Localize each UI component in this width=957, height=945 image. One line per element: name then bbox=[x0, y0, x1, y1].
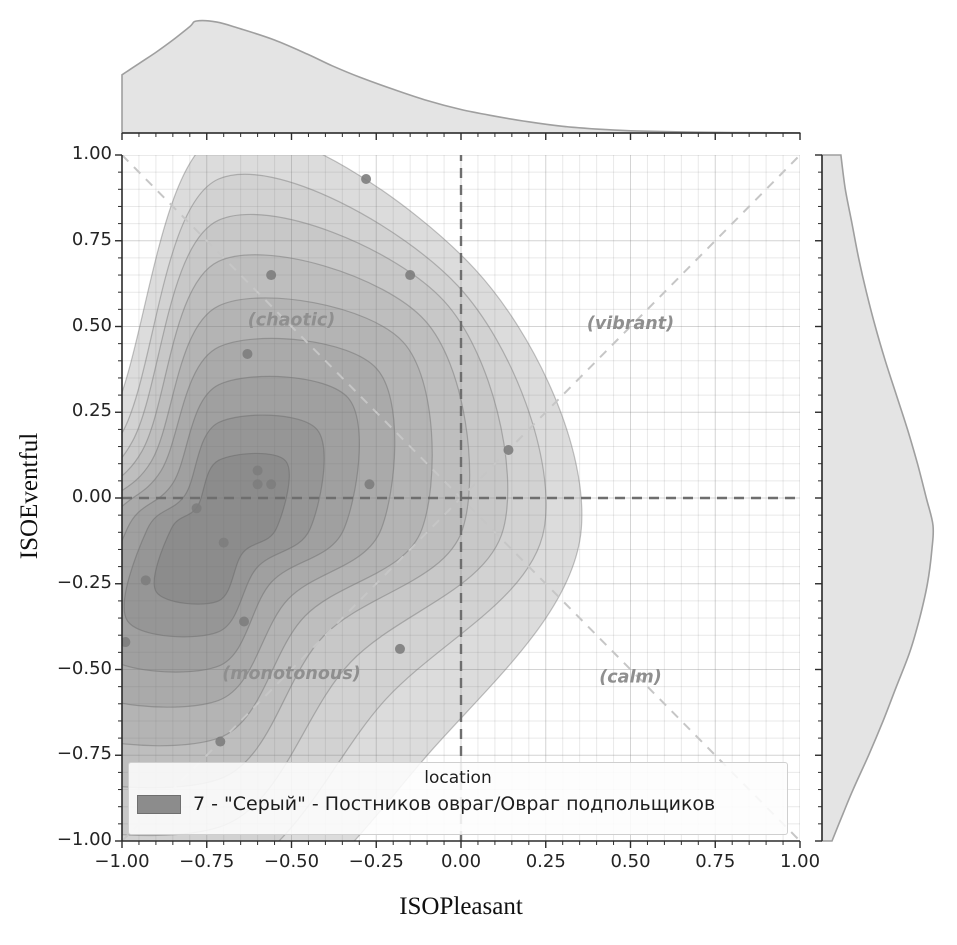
scatter-point bbox=[140, 575, 151, 586]
scatter-point bbox=[364, 479, 375, 490]
y-tick-label: −1.00 bbox=[56, 829, 112, 850]
joint-plot-area: (chaotic) (vibrant) (monotonous) (calm) −1.… bbox=[57, 143, 820, 872]
quadrant-label: (calm) bbox=[599, 667, 661, 687]
scatter-point bbox=[266, 270, 277, 281]
x-tick-label: 0.25 bbox=[525, 851, 566, 872]
scatter-point bbox=[191, 503, 202, 514]
scatter-point bbox=[239, 616, 250, 627]
kde-curve-right bbox=[821, 154, 935, 842]
plot-content: (chaotic) (vibrant) (monotonous) (calm) bbox=[122, 155, 800, 841]
x-tick-label: −0.75 bbox=[179, 851, 235, 872]
scatter-point bbox=[266, 479, 277, 490]
scatter-point bbox=[215, 736, 226, 747]
legend-title: location bbox=[424, 768, 492, 788]
x-tick-label: −0.25 bbox=[348, 851, 404, 872]
scatter-point bbox=[252, 479, 263, 490]
y-tick-label: 0.50 bbox=[71, 314, 112, 336]
scatter-point bbox=[252, 465, 263, 476]
kde-contour-level-1 bbox=[153, 452, 290, 605]
y-tick-label: 0.00 bbox=[71, 486, 112, 507]
legend-entry-label: 7 - "Серый" - Постников овраг/Овраг подп… bbox=[193, 793, 716, 815]
x-axis-title: ISOPleasant bbox=[399, 893, 523, 920]
y-axis-title: ISOEventful bbox=[16, 432, 43, 560]
scatter-point bbox=[361, 174, 372, 185]
scatter-point bbox=[242, 348, 253, 359]
x-tick-label: 1.00 bbox=[779, 851, 821, 872]
legend: location 7 - "Серый" - Постников овраг/О… bbox=[128, 762, 788, 835]
scatter-point bbox=[503, 444, 514, 455]
kde-curve-top bbox=[121, 19, 801, 134]
scatter-point bbox=[405, 270, 416, 281]
marginal-top-canvas bbox=[121, 19, 801, 140]
quadrant-label: (chaotic) bbox=[248, 311, 335, 331]
y-tick-label: −0.25 bbox=[56, 571, 112, 593]
x-tick-label: 0.00 bbox=[440, 851, 482, 872]
x-tick-label: 0.75 bbox=[695, 851, 736, 872]
y-tick-label: −0.75 bbox=[56, 743, 112, 765]
y-tick-label: 0.75 bbox=[71, 228, 112, 250]
y-tick-label: 0.25 bbox=[71, 400, 112, 422]
quadrant-label: (vibrant) bbox=[587, 314, 674, 334]
joint-plot-canvas: (chaotic) (vibrant) (monotonous) (calm) bbox=[115, 154, 801, 848]
marginal-right-canvas bbox=[815, 154, 935, 842]
marginal-distribution-top bbox=[121, 8, 801, 141]
x-tick-label: −1.00 bbox=[94, 851, 150, 872]
scatter-point bbox=[218, 537, 229, 548]
x-tick-label: −0.50 bbox=[263, 851, 320, 872]
marginal-distribution-right bbox=[814, 154, 950, 842]
y-tick-label: 1.00 bbox=[71, 143, 112, 164]
legend-entry: 7 - "Серый" - Постников овраг/Овраг подп… bbox=[137, 793, 779, 815]
scatter-point bbox=[122, 637, 131, 648]
y-tick-label: −0.50 bbox=[56, 657, 112, 679]
quadrant-label: (monotonous) bbox=[222, 664, 360, 684]
legend-swatch bbox=[137, 794, 181, 814]
x-tick-label: 0.50 bbox=[610, 851, 651, 872]
scatter-point bbox=[394, 643, 405, 654]
